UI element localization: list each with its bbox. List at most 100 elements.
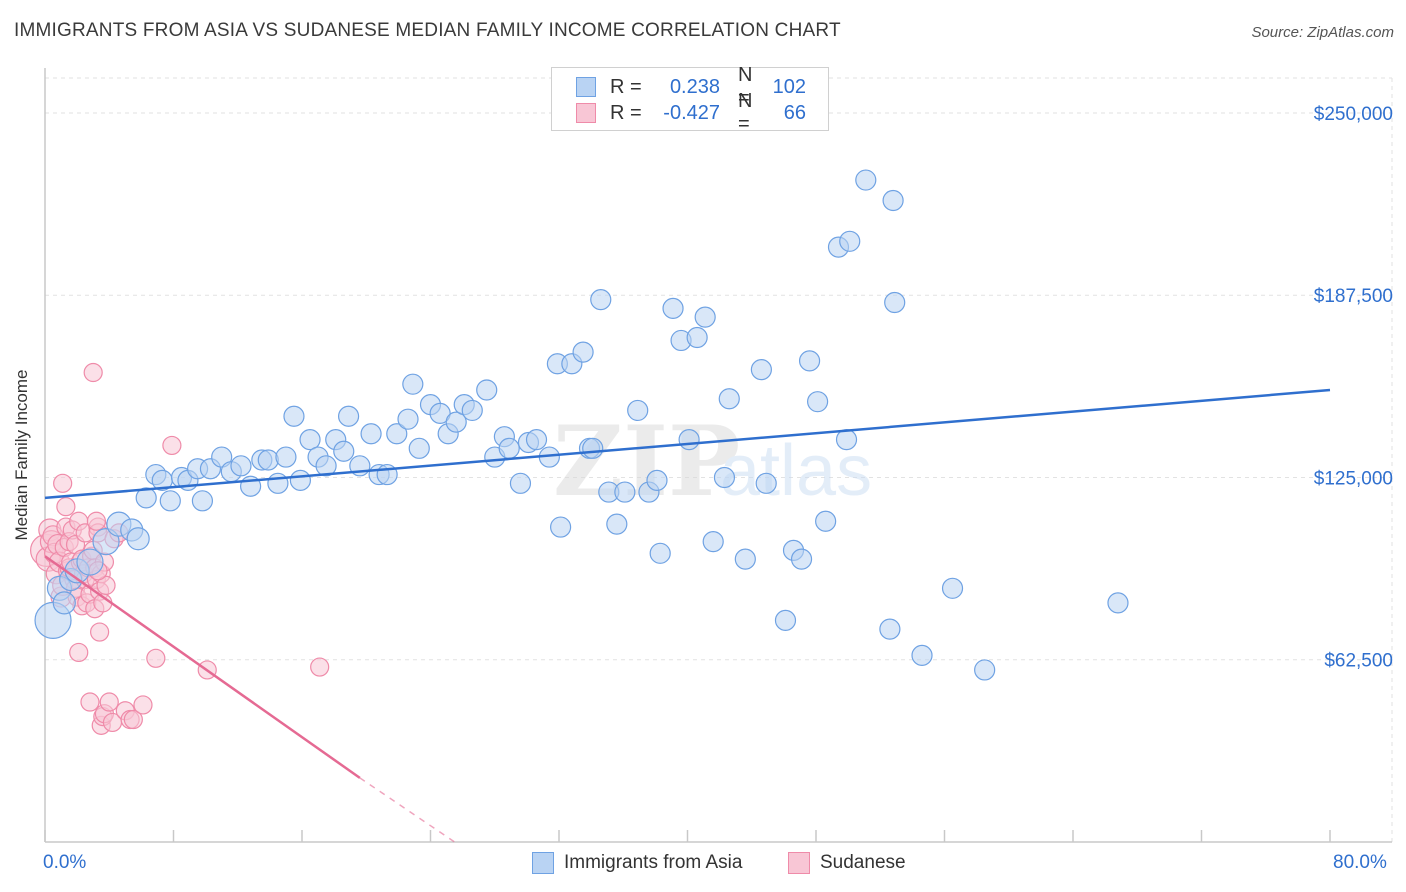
asia-point <box>815 510 837 532</box>
asia-point <box>879 618 901 640</box>
sudanese-point <box>83 362 103 383</box>
asia-point <box>646 469 668 492</box>
asia-point <box>694 306 716 328</box>
bottom-legend-asia: Immigrants from Asia <box>532 852 742 874</box>
asia-point <box>52 591 76 615</box>
legend-swatch-sudanese <box>576 103 596 123</box>
asia-point <box>257 449 279 471</box>
y-tick-label: $62,500 <box>1324 651 1393 672</box>
asia-point <box>283 405 305 427</box>
asia-point <box>718 388 740 410</box>
asia-point <box>289 469 311 492</box>
asia-point <box>211 446 233 468</box>
legend-r-value-asia: 0.238 <box>669 75 720 98</box>
sudanese-point <box>146 648 166 668</box>
asia-point <box>662 297 684 319</box>
sudanese-point <box>123 709 143 730</box>
asia-point <box>649 542 671 564</box>
asia-point <box>734 548 756 570</box>
asia-point <box>755 472 777 494</box>
asia-point <box>397 408 419 430</box>
asia-point <box>855 169 877 191</box>
y-tick-label: $187,500 <box>1314 286 1393 307</box>
sudanese-point <box>99 692 119 712</box>
correlation-legend: R = 0.238 N = 102 R = -0.427 N = 66 <box>551 64 829 135</box>
asia-point <box>572 341 594 363</box>
asia-point <box>402 373 424 395</box>
legend-row-asia: R = 0.238 N = 102 <box>576 64 806 109</box>
legend-n-value-asia: 102 <box>772 75 806 98</box>
sudanese-point <box>96 575 116 595</box>
sudanese-point <box>162 435 182 456</box>
asia-point <box>750 359 772 381</box>
sudanese-trend-line <box>44 555 361 779</box>
asia-point <box>807 391 829 413</box>
source-label: Source: ZipAtlas.com <box>1251 24 1394 41</box>
asia-point <box>429 402 451 424</box>
asia-point <box>911 644 933 666</box>
legend-row-sudanese: R = -0.427 N = 66 <box>576 90 806 135</box>
sudanese-point <box>56 497 76 517</box>
watermark: ZIP atlas <box>553 405 872 518</box>
asia-point <box>445 411 467 433</box>
asia-point <box>839 230 861 252</box>
asia-point <box>790 548 813 570</box>
bottom-legend-label-sudanese: Sudanese <box>820 852 906 873</box>
asia-point <box>974 659 996 681</box>
asia-point <box>386 423 408 445</box>
asia-point <box>498 437 520 459</box>
sudanese-point <box>133 695 153 715</box>
asia-point <box>275 446 297 468</box>
asia-point <box>135 487 157 509</box>
asia-point <box>509 472 532 494</box>
asia-point <box>126 527 150 551</box>
asia-point <box>774 609 797 631</box>
bottom-legend-swatch-asia <box>532 852 554 874</box>
sudanese-point <box>86 511 107 531</box>
asia-point <box>713 466 736 489</box>
asia-trend-line <box>44 388 1331 500</box>
asia-point <box>461 399 483 422</box>
x-tick-min: 0.0% <box>43 852 87 873</box>
asia-point <box>627 399 649 422</box>
trend-lines <box>44 388 1331 843</box>
sudanese-point <box>310 657 330 677</box>
sudanese-point <box>69 642 89 663</box>
asia-point <box>882 189 904 212</box>
legend-n-label: N = <box>738 90 753 135</box>
y-tick-label: $250,000 <box>1314 104 1393 125</box>
chart-title: IMMIGRANTS FROM ASIA VS SUDANESE MEDIAN … <box>14 20 841 41</box>
asia-point <box>299 428 321 451</box>
sudanese-trend-extension <box>359 777 456 843</box>
y-tick-label: $125,000 <box>1314 468 1393 489</box>
asia-point <box>582 437 604 459</box>
bottom-legend-label-asia: Immigrants from Asia <box>564 852 743 873</box>
asia-point <box>76 548 104 576</box>
asia-point <box>476 379 498 401</box>
legend-r-value-sudanese: -0.427 <box>663 101 720 124</box>
asia-point <box>337 405 360 427</box>
asia-point <box>315 455 337 477</box>
asia-point <box>159 490 181 512</box>
asia-point <box>525 428 548 451</box>
legend-n-value-sudanese: 66 <box>783 101 806 124</box>
legend-swatch-asia <box>576 77 596 97</box>
asia-point <box>1107 592 1129 614</box>
sudanese-point <box>90 622 110 642</box>
asia-point <box>686 326 708 349</box>
asia-point <box>230 455 252 477</box>
asia-point <box>408 437 430 459</box>
x-tick-max: 80.0% <box>1333 852 1387 873</box>
y-axis-label: Median Family Income <box>12 369 31 541</box>
bottom-legend-sudanese: Sudanese <box>788 852 906 874</box>
legend-n-label: N = <box>738 64 753 109</box>
asia-point <box>606 513 628 535</box>
asia-point <box>267 472 289 494</box>
asia-point <box>702 531 724 553</box>
bottom-legend-swatch-sudanese <box>788 852 810 874</box>
axes <box>44 68 1392 843</box>
asia-point <box>360 423 382 445</box>
asia-point <box>835 428 858 451</box>
sudanese-point <box>53 473 73 493</box>
y-tick-labels: $62,500 $125,000 $187,500 $250,000 <box>1314 104 1393 672</box>
